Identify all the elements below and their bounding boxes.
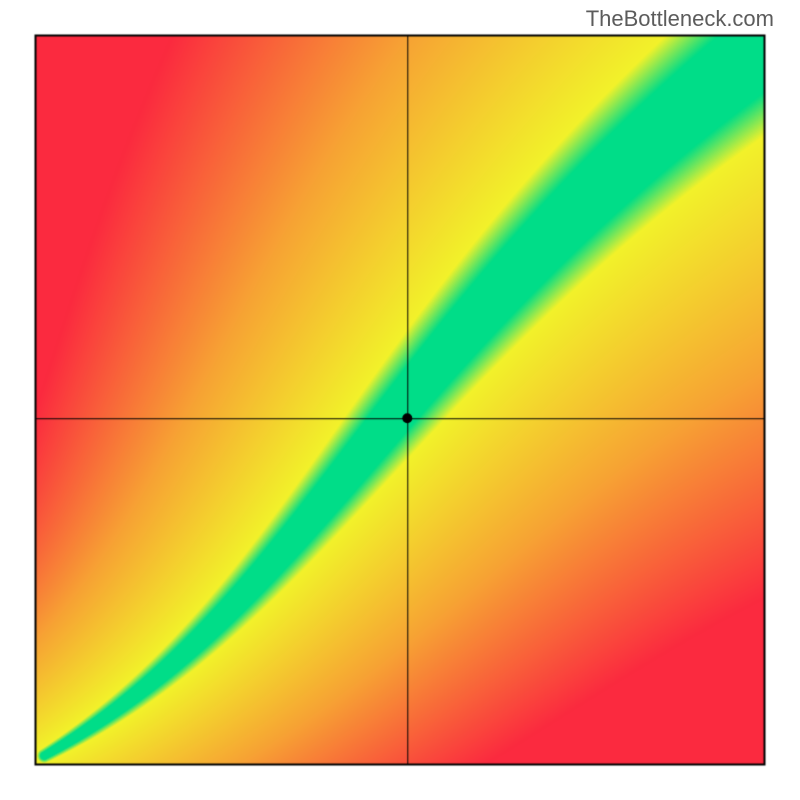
bottleneck-heatmap bbox=[0, 0, 800, 800]
watermark-text: TheBottleneck.com bbox=[586, 6, 774, 32]
chart-container: { "watermark": { "text": "TheBottleneck.… bbox=[0, 0, 800, 800]
